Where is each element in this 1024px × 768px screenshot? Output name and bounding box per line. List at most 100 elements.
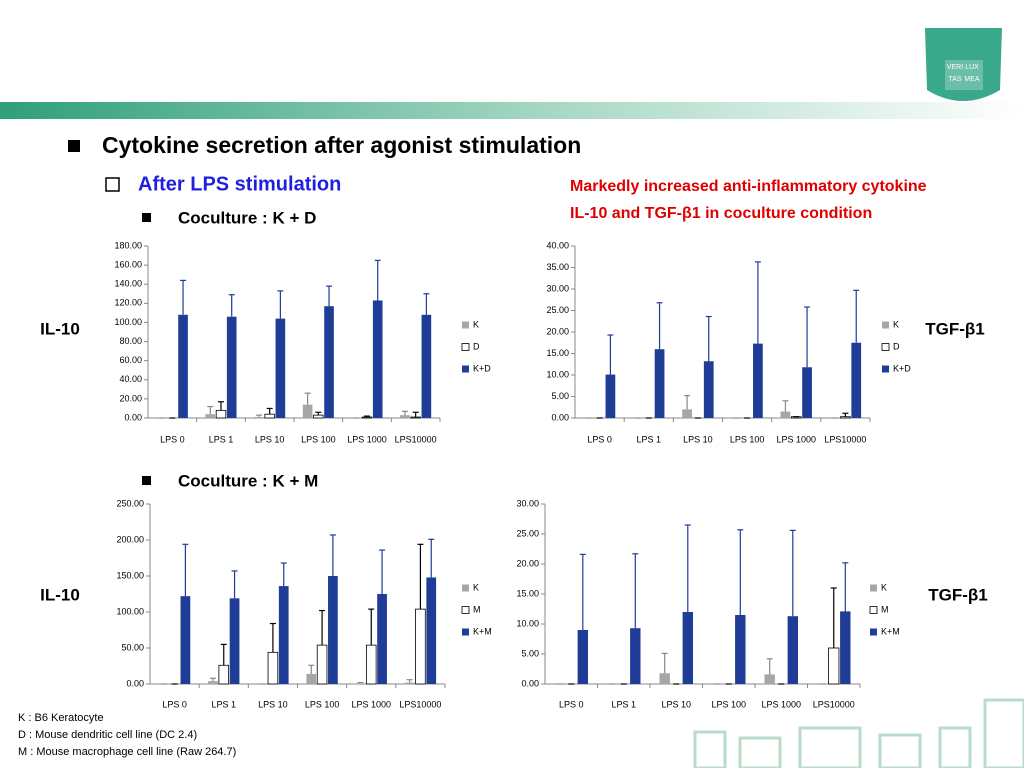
note: IL-10 and TGF-β1 in coculture condition [570,205,872,222]
error-bar [209,677,216,682]
y-tick-label: 20.00 [119,393,142,403]
bar [278,586,289,684]
bar [215,409,227,419]
error-bar [220,643,227,666]
y-tick-label: 20.00 [516,558,539,568]
y-tick-label: 100.00 [114,317,142,327]
x-tick-label: LPS 100 [730,434,765,444]
chart: 0.00 5.00 10.00 15.00 20.00 25.00 30.00 LPS 0 LP… [516,498,987,709]
error-bar [315,411,322,416]
legend-label: D [893,341,900,351]
y-tick-label: 250.00 [116,498,144,508]
legend-swatch [882,365,889,373]
error-bar [182,543,189,597]
legend-label: K [881,582,887,592]
logo: VERI LUX TAS MEA [925,28,1002,101]
error-bar [632,553,639,629]
x-tick-label: LPS 1 [611,699,636,709]
y-tick-label: 140.00 [114,279,142,289]
y-tick-label: 5.00 [551,391,569,401]
logo-text: LUX [965,64,979,71]
error-bar [428,538,435,578]
bar [851,342,862,418]
error-bar [842,562,849,612]
y-tick-label: 60.00 [119,355,142,365]
error-bar [579,553,586,630]
legend-label: K+M [881,626,900,636]
y-tick-label: 100.00 [116,606,144,616]
y-tick-label: 150.00 [116,570,144,580]
error-bar [417,543,424,610]
error-bar [853,289,860,343]
legend-label: K [473,582,479,592]
bar [577,630,588,684]
error-bar [412,411,419,418]
bar [780,411,791,418]
bullet [68,140,80,152]
error-bar [423,293,430,315]
bar [180,596,191,684]
legend-label: K [893,319,899,329]
bullet [142,476,151,485]
error-bar [661,652,668,674]
bar [313,414,324,419]
y-tick-label: 25.00 [516,528,539,538]
y-tick-label: 120.00 [114,298,142,308]
y-tick-label: 40.00 [119,374,142,384]
bullet [142,213,151,222]
legend-label: K [473,319,479,329]
x-tick-label: LPS10000 [399,699,441,709]
note: Markedly increased anti-inflammatory cyt… [570,178,927,195]
bar [630,628,641,684]
bar [828,647,840,685]
error-bar [255,414,262,418]
bar [275,318,286,418]
y-tick-label: 15.00 [546,348,569,358]
error-bar [304,392,311,405]
legend-swatch [462,365,469,373]
error-bar [789,529,796,617]
bar [372,300,383,418]
x-tick-label: LPS 10 [683,434,713,444]
legend-swatch [462,321,469,329]
error-bar [374,259,381,301]
x-tick-label: LPS 100 [301,434,336,444]
logo-text: VERI [947,64,963,71]
bar [735,615,746,684]
error-bar [277,290,284,319]
chart: 0.00 50.00 100.00 150.00 200.00 250.00 LPS 0 LP… [40,498,492,709]
x-tick-label: LPS 10 [255,434,285,444]
bar [802,367,812,418]
bar [205,414,216,418]
error-bar [804,306,811,368]
bar [361,416,373,419]
y-tick-label: 50.00 [121,642,144,652]
error-bar [684,524,691,612]
error-bar [607,334,614,375]
legend-swatch [870,584,877,592]
bar [302,404,313,418]
bar [254,417,264,418]
error-bar [401,410,408,416]
error-bar [842,412,849,417]
legend-swatch [869,606,878,614]
error-bar [280,562,287,587]
error-bar [180,279,187,315]
legend-label: M [881,604,889,614]
bullet [105,177,120,192]
error-bar [326,285,333,307]
legend-swatch [462,584,469,592]
error-bar [766,658,773,675]
y-tick-label: 30.00 [516,498,539,508]
bar [787,616,798,684]
bar [316,644,328,685]
bar [328,576,338,684]
legend-swatch [462,628,469,636]
x-tick-label: LPS 10 [258,699,288,709]
header-band [0,102,1024,119]
footnote: M : Mouse macrophage cell line (Raw 264.… [18,746,236,758]
error-bar [269,622,276,653]
bar [229,598,240,684]
bar [208,681,218,684]
